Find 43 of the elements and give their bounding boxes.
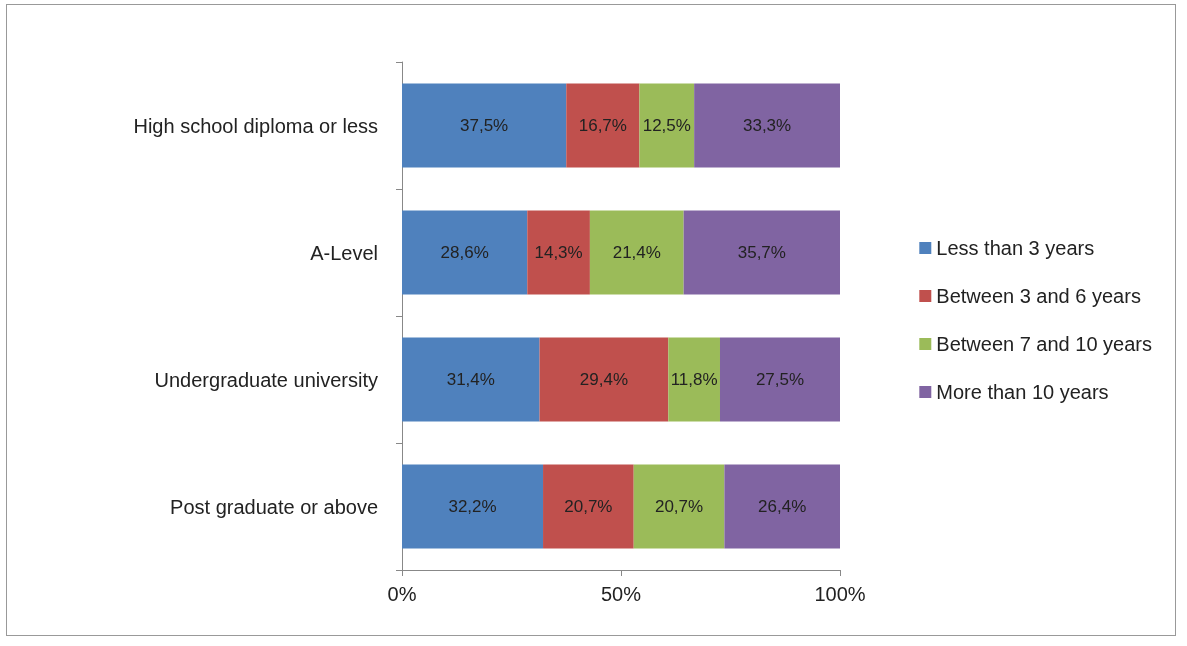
bar bbox=[633, 464, 725, 549]
data-label: 28,6% bbox=[440, 243, 489, 262]
data-label: 32,2% bbox=[448, 497, 497, 516]
x-tick-label: 0% bbox=[387, 583, 417, 605]
y-tick-label: Undergraduate university bbox=[154, 368, 378, 391]
data-label: 27,5% bbox=[755, 370, 805, 389]
data-label: 16,7% bbox=[578, 116, 627, 135]
bar bbox=[639, 83, 695, 168]
data-label: 21,4% bbox=[612, 243, 661, 262]
bar bbox=[527, 210, 590, 295]
bar bbox=[724, 464, 840, 549]
x-tick-label: 100% bbox=[814, 583, 866, 605]
bar bbox=[543, 464, 634, 549]
data-label: 35,7% bbox=[737, 243, 786, 262]
bar bbox=[539, 337, 669, 422]
bar bbox=[566, 83, 640, 168]
y-tick-label: High school diploma or less bbox=[133, 114, 378, 137]
data-label: 14,3% bbox=[534, 243, 583, 262]
data-label: 29,4% bbox=[579, 370, 629, 389]
data-label: 20,7% bbox=[654, 497, 704, 516]
bar bbox=[589, 210, 684, 295]
y-tick-label: Post graduate or above bbox=[170, 495, 378, 518]
bar bbox=[719, 337, 840, 422]
y-tick-label: A-Level bbox=[310, 241, 378, 264]
data-label: 37,5% bbox=[460, 116, 509, 135]
bar bbox=[668, 337, 720, 422]
legend-label: Between 3 and 6 years bbox=[936, 285, 1141, 307]
bar bbox=[683, 210, 840, 295]
bar bbox=[402, 83, 567, 168]
data-label: 11,8% bbox=[670, 370, 718, 389]
data-label: 33,3% bbox=[742, 116, 792, 135]
data-label: 31,4% bbox=[446, 370, 495, 389]
data-label: 20,7% bbox=[564, 497, 613, 516]
data-label: 26,4% bbox=[758, 497, 807, 516]
legend-label: Less than 3 years bbox=[936, 237, 1095, 259]
legend-label: More than 10 years bbox=[936, 381, 1109, 403]
data-label: 12,5% bbox=[642, 116, 691, 135]
bar bbox=[402, 464, 544, 549]
bar bbox=[402, 210, 528, 295]
legend-label: Between 7 and 10 years bbox=[936, 333, 1152, 355]
bar bbox=[402, 337, 540, 422]
x-tick-label: 50% bbox=[600, 583, 642, 605]
bar bbox=[694, 83, 840, 168]
